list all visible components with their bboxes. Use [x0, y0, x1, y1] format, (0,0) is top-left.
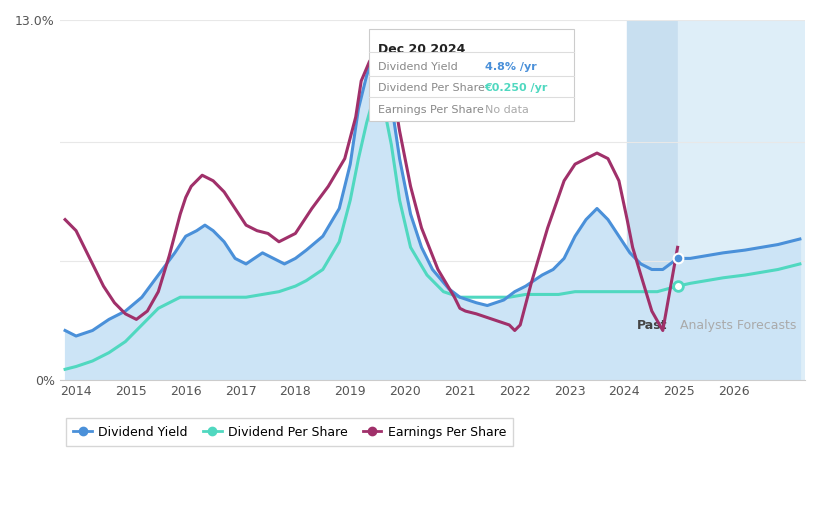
- Text: Past: Past: [637, 319, 667, 332]
- Legend: Dividend Yield, Dividend Per Share, Earnings Per Share: Dividend Yield, Dividend Per Share, Earn…: [66, 418, 513, 446]
- Text: Dividend Yield: Dividend Yield: [378, 62, 458, 72]
- FancyBboxPatch shape: [369, 29, 574, 121]
- Bar: [627, 20, 677, 380]
- Text: Dec 20 2024: Dec 20 2024: [378, 43, 466, 56]
- Text: Earnings Per Share: Earnings Per Share: [378, 105, 484, 115]
- Text: €0.250 /yr: €0.250 /yr: [484, 83, 548, 93]
- Text: Dividend Per Share: Dividend Per Share: [378, 83, 485, 93]
- Text: No data: No data: [484, 105, 529, 115]
- Text: Analysts Forecasts: Analysts Forecasts: [680, 319, 796, 332]
- Text: 4.8% /yr: 4.8% /yr: [484, 62, 536, 72]
- Bar: [677, 20, 805, 380]
